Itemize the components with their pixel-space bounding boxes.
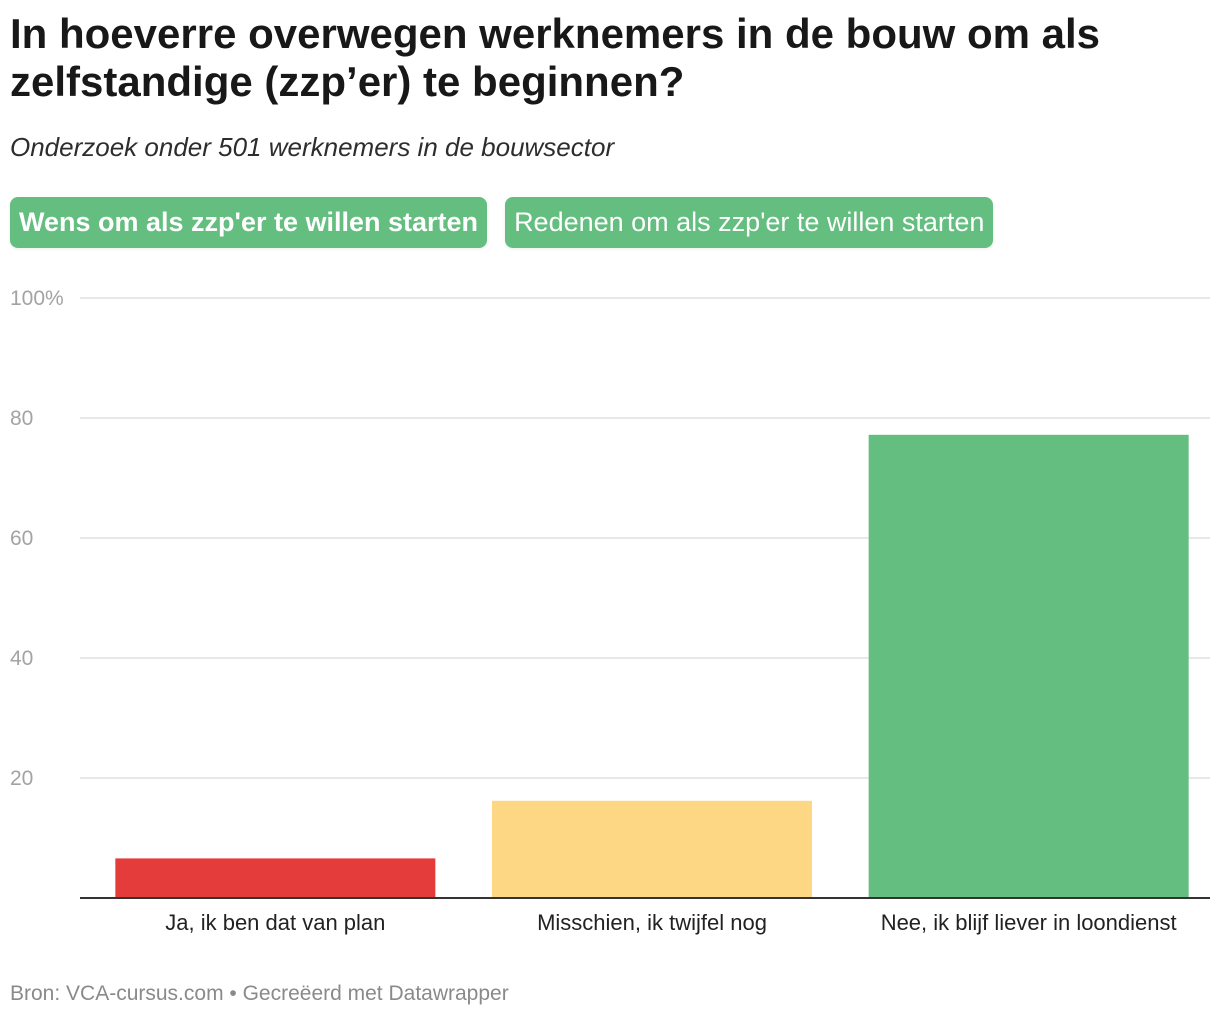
y-tick-label: 80 [10, 407, 33, 430]
bar [115, 858, 436, 898]
x-axis-labels: Ja, ik ben dat van plan Misschien, ik twi… [165, 910, 1176, 935]
bar [492, 800, 812, 898]
tab-bar: Wens om als zzp'er te willen starten Red… [10, 197, 994, 248]
y-tick-label: 40 [10, 647, 33, 670]
y-axis-ticks: 20 40 60 80 100% [10, 287, 64, 790]
y-tick-label: 20 [10, 767, 33, 790]
chart-subtitle: Onderzoek onder 501 werknemers in de bou… [10, 132, 615, 162]
y-tick-label: 60 [10, 527, 33, 550]
bar-chart: 20 40 60 80 100% Ja, ik ben dat van plan Miss… [10, 287, 1210, 935]
bar [868, 434, 1189, 898]
chart-area: 20 40 60 80 100% Ja, ik ben dat van plan Miss… [0, 270, 1220, 950]
tab-redenen[interactable]: Redenen om als zzp'er te willen starten [505, 197, 994, 248]
y-tick-label: 100% [10, 287, 64, 310]
source-note: Bron: VCA-cursus.com • Gecreëerd met Dat… [10, 982, 509, 1005]
chart-title: In hoeverre overwegen werknemers in de b… [10, 10, 1101, 105]
tab-wens[interactable]: Wens om als zzp'er te willen starten [10, 197, 488, 248]
x-category-label: Ja, ik ben dat van plan [165, 910, 385, 935]
bars [115, 434, 1189, 898]
x-category-label: Misschien, ik twijfel nog [537, 910, 767, 935]
x-category-label: Nee, ik blijf liever in loondienst [881, 910, 1177, 935]
